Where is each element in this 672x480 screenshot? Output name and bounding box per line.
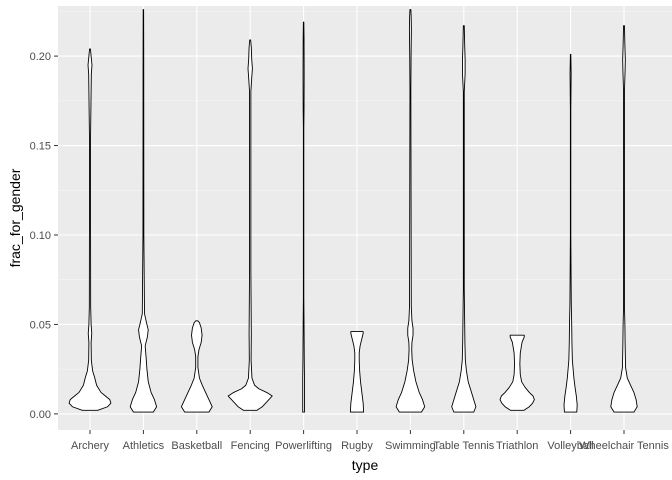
violin-fencing <box>227 39 273 411</box>
violins <box>68 9 638 413</box>
x-tick-label: Volleyball <box>547 440 593 452</box>
x-tick-label: Triathlon <box>496 440 538 452</box>
x-axis: Archery Athletics Basketball Fencing Powerli… <box>71 430 669 452</box>
y-tick-label: 0.15 <box>30 141 51 153</box>
violin-wheelchair-tennis <box>610 25 638 413</box>
plot-panel <box>58 6 672 430</box>
violin-archery <box>68 48 112 411</box>
violin-volleyball <box>563 53 578 413</box>
x-tick-label: Wheelchair Tennis <box>579 440 669 452</box>
y-axis: 0.00 0.05 0.10 0.15 0.20 <box>30 51 58 421</box>
violin-athletics <box>129 9 158 413</box>
violin-powerlifting <box>302 21 305 413</box>
x-tick-label: Table Tennis <box>433 440 494 452</box>
x-tick-label: Athletics <box>123 440 165 452</box>
y-tick-label: 0.10 <box>30 230 51 242</box>
violin-triathlon <box>499 334 535 411</box>
y-axis-title: frac_for_gender <box>7 168 23 267</box>
violin-table-tennis <box>451 25 477 413</box>
y-tick-label: 0.05 <box>30 319 51 331</box>
x-tick-label: Basketball <box>171 440 222 452</box>
violin-rugby <box>349 331 365 413</box>
x-tick-label: Archery <box>71 440 109 452</box>
x-tick-label: Swimming <box>385 440 436 452</box>
x-tick-label: Rugby <box>341 440 373 452</box>
x-tick-label: Fencing <box>231 440 270 452</box>
violin-swimming <box>395 9 426 413</box>
y-tick-label: 0.20 <box>30 51 51 63</box>
x-tick-label: Powerlifting <box>275 440 332 452</box>
x-axis-title: type <box>352 457 379 473</box>
violin-basketball <box>180 320 213 413</box>
y-tick-label: 0.00 <box>30 409 51 421</box>
